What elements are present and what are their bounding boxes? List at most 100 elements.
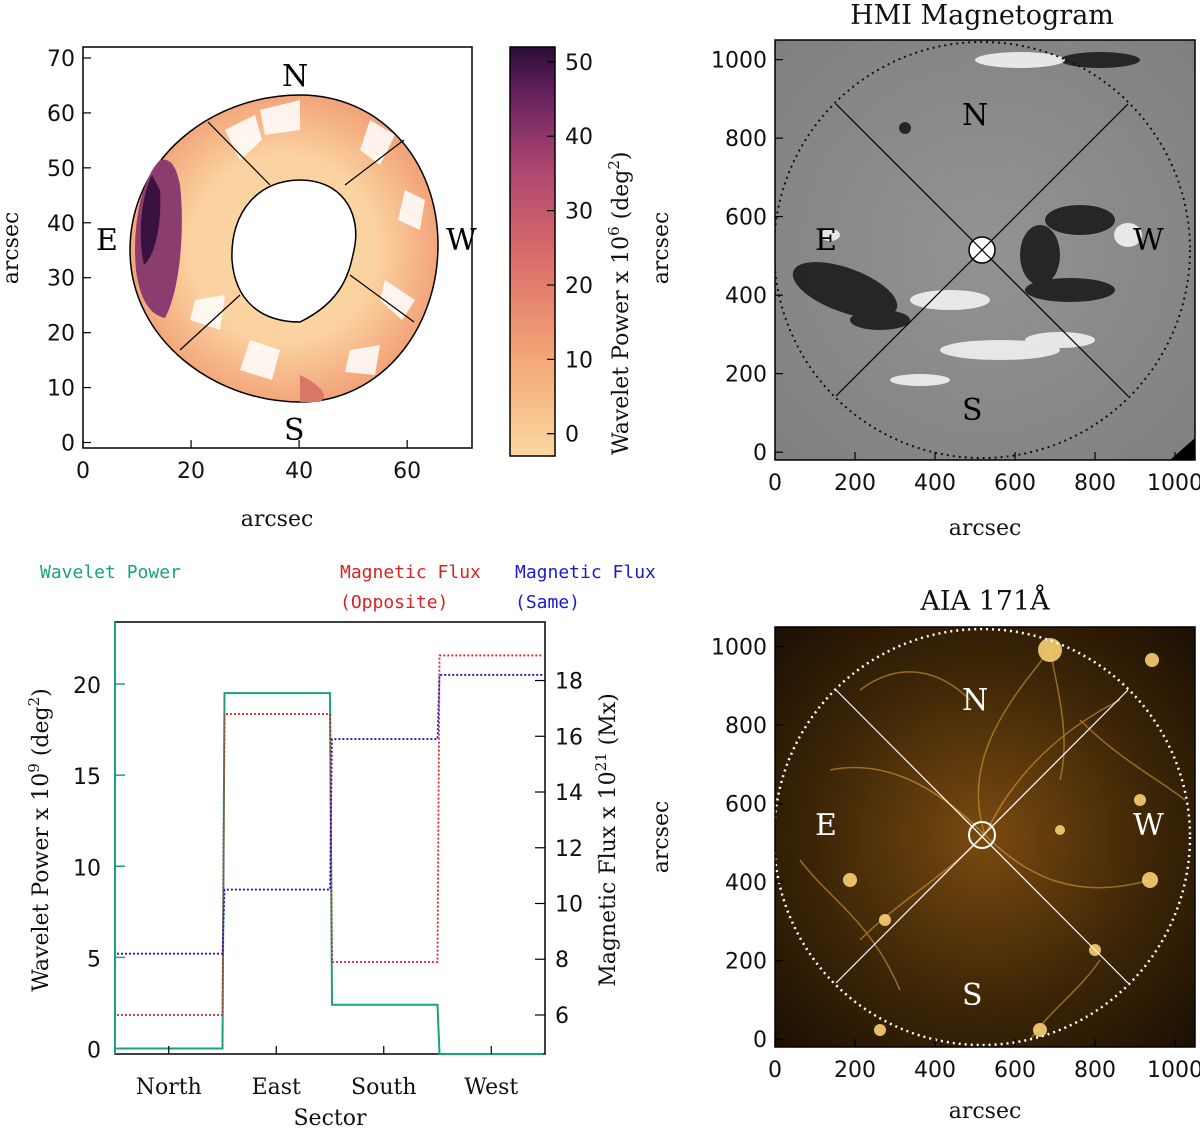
aia-yticks: 0 200 400 600 800 1000 — [711, 636, 783, 1053]
sector-xlabel: Sector — [293, 1106, 366, 1129]
east-hotspot-core — [140, 175, 161, 265]
colorbar: 0 10 20 30 40 50 Wavelet Power x 106 (deg2) — [509, 46, 634, 457]
power-map-xticks: 0 20 40 60 — [76, 440, 421, 484]
colorbar-ticks: 0 10 20 30 40 50 — [547, 51, 593, 448]
xtick-label: 1000 — [1147, 1058, 1200, 1083]
sector-xticks: North East South West — [136, 1046, 518, 1100]
legend-same-line1: Magnetic Flux — [515, 562, 656, 583]
colorbar-tick-label: 10 — [565, 348, 593, 373]
xtick-label: 400 — [914, 1058, 956, 1083]
hmi-negative-patches — [792, 52, 1140, 330]
ytick-label: 0 — [61, 432, 75, 457]
aia-sector-line-2 — [835, 689, 1129, 984]
ytick-label: 200 — [725, 363, 767, 388]
ytick-label: 400 — [725, 284, 767, 309]
aia-dir-west: W — [1133, 808, 1164, 843]
hmi-dir-south: S — [962, 393, 983, 428]
legend-wavelet: Wavelet Power — [40, 562, 181, 583]
hmi-sector-line-2 — [835, 103, 1129, 397]
aia-ylabel: arcsec — [649, 801, 674, 874]
right-tick-label: 8 — [555, 948, 569, 973]
hmi-xticks: 0 200 400 600 800 1000 — [768, 452, 1200, 496]
colorbar-label: Wavelet Power x 106 (deg2) — [605, 151, 634, 455]
power-map-yticks: 0 10 20 30 40 50 60 70 — [47, 47, 91, 457]
xtick-label: 600 — [994, 471, 1036, 496]
aia-dir-east: E — [815, 808, 837, 843]
sector-line-sw — [179, 294, 241, 351]
xtick-label: 0 — [76, 459, 90, 484]
series-flux-same — [117, 674, 543, 955]
series-flux-opposite — [117, 654, 543, 1016]
aia-dir-north: N — [962, 683, 988, 718]
aia-disk-limb — [775, 627, 1192, 1047]
xtick-label: 200 — [834, 1058, 876, 1083]
aia-panel: AIA 171Å — [649, 584, 1200, 1124]
colorbar-tick-label: 40 — [565, 125, 593, 150]
ytick-label: 800 — [725, 714, 767, 739]
colorbar-tick-label: 20 — [565, 274, 593, 299]
hmi-positive-patches — [820, 52, 1142, 386]
xtick-label: 1000 — [1147, 471, 1200, 496]
colorbar-gradient — [509, 46, 556, 457]
right-tick-label: 10 — [555, 892, 583, 917]
dir-east: E — [96, 223, 118, 258]
ytick-label: 800 — [725, 127, 767, 152]
series-wavelet-power — [117, 692, 543, 1055]
aia-dir-south: S — [962, 978, 983, 1013]
ytick-label: 1000 — [711, 49, 767, 74]
xtick-label: 20 — [177, 459, 205, 484]
ytick-label: 20 — [47, 322, 75, 347]
xtick-label: 40 — [285, 459, 313, 484]
left-axis-ticks: 0 5 10 15 20 — [73, 674, 125, 1064]
ytick-label: 60 — [47, 102, 75, 127]
hmi-yticks: 0 200 400 600 800 1000 — [711, 49, 783, 466]
xtick-label: 600 — [994, 1058, 1036, 1083]
hmi-ylabel: arcsec — [649, 212, 674, 285]
aia-xticks: 0 200 400 600 800 1000 — [768, 1039, 1200, 1083]
right-axis-label: Magnetic Flux x 1021 (Mx) — [592, 693, 621, 987]
dir-west: W — [446, 223, 477, 258]
xtick-label: 800 — [1074, 471, 1116, 496]
power-map-ylabel: arcsec — [0, 212, 24, 285]
category-label: South — [351, 1075, 417, 1100]
colorbar-tick-label: 50 — [565, 51, 593, 76]
legend-same-line2: (Same) — [515, 592, 580, 613]
xtick-label: 400 — [914, 471, 956, 496]
category-label: West — [464, 1075, 518, 1100]
xtick-label: 800 — [1074, 1058, 1116, 1083]
ytick-label: 70 — [47, 47, 75, 72]
hmi-corner-mark — [1170, 438, 1195, 460]
xtick-label: 60 — [393, 459, 421, 484]
left-tick-label: 15 — [73, 765, 101, 790]
ytick-label: 600 — [725, 793, 767, 818]
hmi-panel: HMI Magnetogram — [649, 0, 1200, 541]
left-axis-label: Wavelet Power x 109 (deg2) — [25, 688, 54, 992]
power-map-xlabel: arcsec — [241, 507, 314, 532]
xtick-label: 0 — [768, 471, 782, 496]
right-tick-label: 16 — [555, 725, 583, 750]
aia-bright-points — [843, 638, 1159, 1037]
aia-image — [775, 627, 1195, 1047]
hmi-disk-limb — [775, 41, 1191, 459]
colorbar-tick-label: 30 — [565, 200, 593, 225]
ytick-label: 600 — [725, 206, 767, 231]
xtick-label: 200 — [834, 471, 876, 496]
right-tick-label: 12 — [555, 837, 583, 862]
dir-south: S — [284, 413, 305, 448]
south-patch — [300, 375, 324, 402]
ytick-label: 1000 — [711, 636, 767, 661]
colorbar-tick-label: 0 — [565, 423, 579, 448]
ytick-label: 0 — [753, 441, 767, 466]
aia-frame — [774, 626, 1196, 1048]
category-label: North — [136, 1075, 202, 1100]
ytick-label: 40 — [47, 212, 75, 237]
legend-opposite-line1: Magnetic Flux — [340, 562, 481, 583]
hmi-title: HMI Magnetogram — [850, 0, 1114, 31]
ytick-label: 30 — [47, 267, 75, 292]
hmi-xlabel: arcsec — [949, 516, 1022, 541]
left-tick-label: 0 — [87, 1039, 101, 1064]
aia-xlabel: arcsec — [949, 1099, 1022, 1124]
left-tick-label: 20 — [73, 674, 101, 699]
ytick-label: 200 — [725, 950, 767, 975]
